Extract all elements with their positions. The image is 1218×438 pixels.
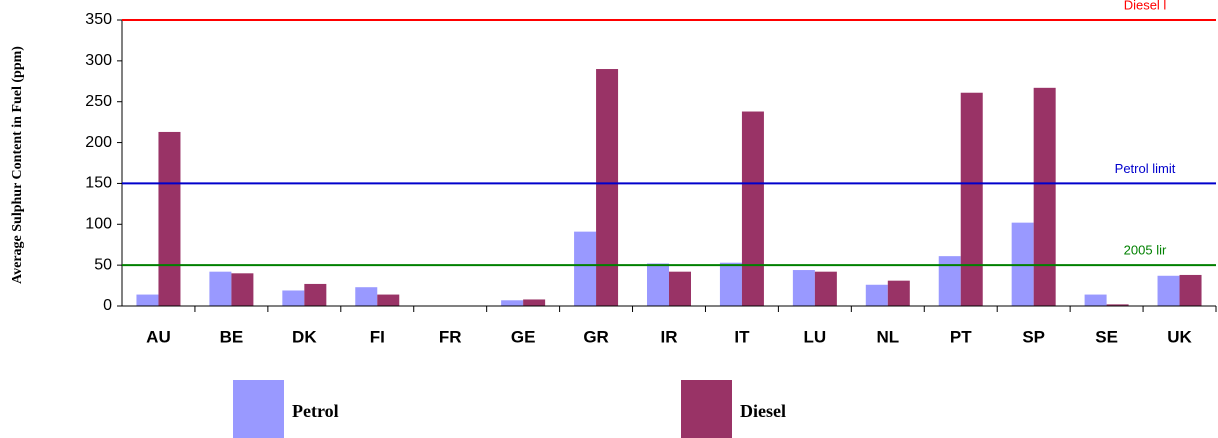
bar: [523, 299, 546, 306]
bar: [355, 287, 378, 306]
y-tick-label: 250: [85, 93, 112, 110]
y-tick-label: 350: [85, 11, 112, 28]
x-tick-label: BE: [220, 327, 244, 346]
bar: [647, 263, 669, 306]
y-tick-label: 100: [85, 216, 112, 233]
x-tick-label: GR: [583, 327, 609, 346]
bar: [719, 262, 742, 306]
bar: [1157, 275, 1180, 306]
reference-label: 2005 lir: [1124, 243, 1167, 258]
x-tick-label: FR: [439, 327, 462, 346]
bar: [158, 131, 181, 306]
y-tick-label: 50: [94, 256, 112, 273]
x-tick-label: IT: [734, 327, 750, 346]
x-tick-label: UK: [1167, 327, 1192, 346]
bar: [865, 284, 888, 306]
reference-label: Petrol limit: [1115, 161, 1176, 176]
bar: [136, 294, 159, 306]
legend-swatch: [681, 380, 732, 438]
bar: [814, 271, 837, 306]
legend-label: Petrol: [292, 401, 339, 421]
y-tick-label: 200: [85, 134, 112, 151]
y-tick-label: 300: [85, 52, 112, 69]
bar: [209, 271, 232, 306]
y-axis-label: Average Sulphur Content in Fuel (ppm): [10, 46, 25, 284]
x-tick-label: IR: [661, 327, 678, 346]
x-tick-label: LU: [804, 327, 827, 346]
bar: [1106, 304, 1129, 306]
x-tick-label: DK: [292, 327, 317, 346]
x-tick-label: AU: [146, 327, 171, 346]
bar: [501, 300, 524, 306]
legend-label: Diesel: [740, 401, 786, 421]
x-tick-label: PT: [950, 327, 972, 346]
y-tick-label: 0: [103, 297, 112, 314]
x-tick-label: NL: [876, 327, 899, 346]
y-tick-label: 150: [85, 175, 112, 192]
bar: [282, 290, 305, 306]
bar: [377, 294, 400, 306]
x-tick-label: GE: [511, 327, 536, 346]
bar: [669, 271, 691, 306]
bar: [887, 280, 910, 306]
x-tick-label: FI: [370, 327, 385, 346]
x-tick-label: SE: [1095, 327, 1118, 346]
bar: [304, 283, 327, 306]
bar: [792, 270, 815, 306]
bar: [938, 256, 961, 306]
bar: [1179, 274, 1202, 306]
bar: [574, 231, 597, 306]
x-tick-label: SP: [1022, 327, 1045, 346]
bar: [741, 111, 764, 307]
bar: [231, 273, 254, 306]
bar: [596, 69, 619, 307]
bar: [1033, 87, 1056, 306]
bar: [960, 92, 983, 307]
reference-label: Diesel l: [1124, 0, 1167, 12]
bar: [1084, 294, 1107, 306]
legend-swatch: [233, 380, 284, 438]
